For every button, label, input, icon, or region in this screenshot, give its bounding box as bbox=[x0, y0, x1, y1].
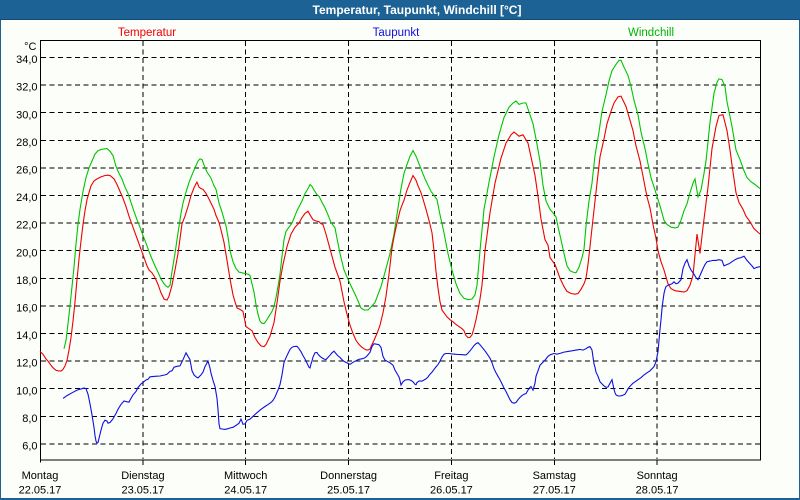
svg-text:16,0: 16,0 bbox=[16, 303, 37, 315]
svg-text:12,0: 12,0 bbox=[16, 358, 37, 370]
svg-text:Samstag: Samstag bbox=[533, 470, 576, 482]
svg-text:°C: °C bbox=[24, 41, 36, 53]
svg-text:34,0: 34,0 bbox=[16, 54, 37, 66]
svg-text:27.05.17: 27.05.17 bbox=[533, 485, 576, 497]
svg-text:8,0: 8,0 bbox=[22, 413, 37, 425]
svg-text:Mittwoch: Mittwoch bbox=[224, 470, 267, 482]
svg-text:Dienstag: Dienstag bbox=[121, 470, 164, 482]
svg-text:24.05.17: 24.05.17 bbox=[224, 485, 267, 497]
svg-text:28,0: 28,0 bbox=[16, 137, 37, 149]
svg-text:14,0: 14,0 bbox=[16, 330, 37, 342]
svg-text:23.05.17: 23.05.17 bbox=[121, 485, 164, 497]
svg-text:22.05.17: 22.05.17 bbox=[19, 485, 62, 497]
svg-text:6,0: 6,0 bbox=[22, 441, 37, 453]
svg-text:Montag: Montag bbox=[22, 470, 59, 482]
svg-text:25.05.17: 25.05.17 bbox=[327, 485, 370, 497]
svg-text:26,0: 26,0 bbox=[16, 165, 37, 177]
svg-text:30,0: 30,0 bbox=[16, 109, 37, 121]
svg-text:28.05.17: 28.05.17 bbox=[636, 485, 679, 497]
svg-text:24,0: 24,0 bbox=[16, 192, 37, 204]
svg-text:Donnerstag: Donnerstag bbox=[320, 470, 377, 482]
svg-text:26.05.17: 26.05.17 bbox=[430, 485, 473, 497]
svg-text:32,0: 32,0 bbox=[16, 82, 37, 94]
svg-text:Sonntag: Sonntag bbox=[637, 470, 678, 482]
svg-text:Freitag: Freitag bbox=[434, 470, 468, 482]
svg-text:10,0: 10,0 bbox=[16, 385, 37, 397]
svg-text:18,0: 18,0 bbox=[16, 275, 37, 287]
svg-text:20,0: 20,0 bbox=[16, 247, 37, 259]
svg-text:22,0: 22,0 bbox=[16, 220, 37, 232]
